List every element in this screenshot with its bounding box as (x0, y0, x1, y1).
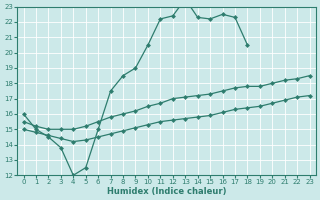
X-axis label: Humidex (Indice chaleur): Humidex (Indice chaleur) (107, 187, 226, 196)
